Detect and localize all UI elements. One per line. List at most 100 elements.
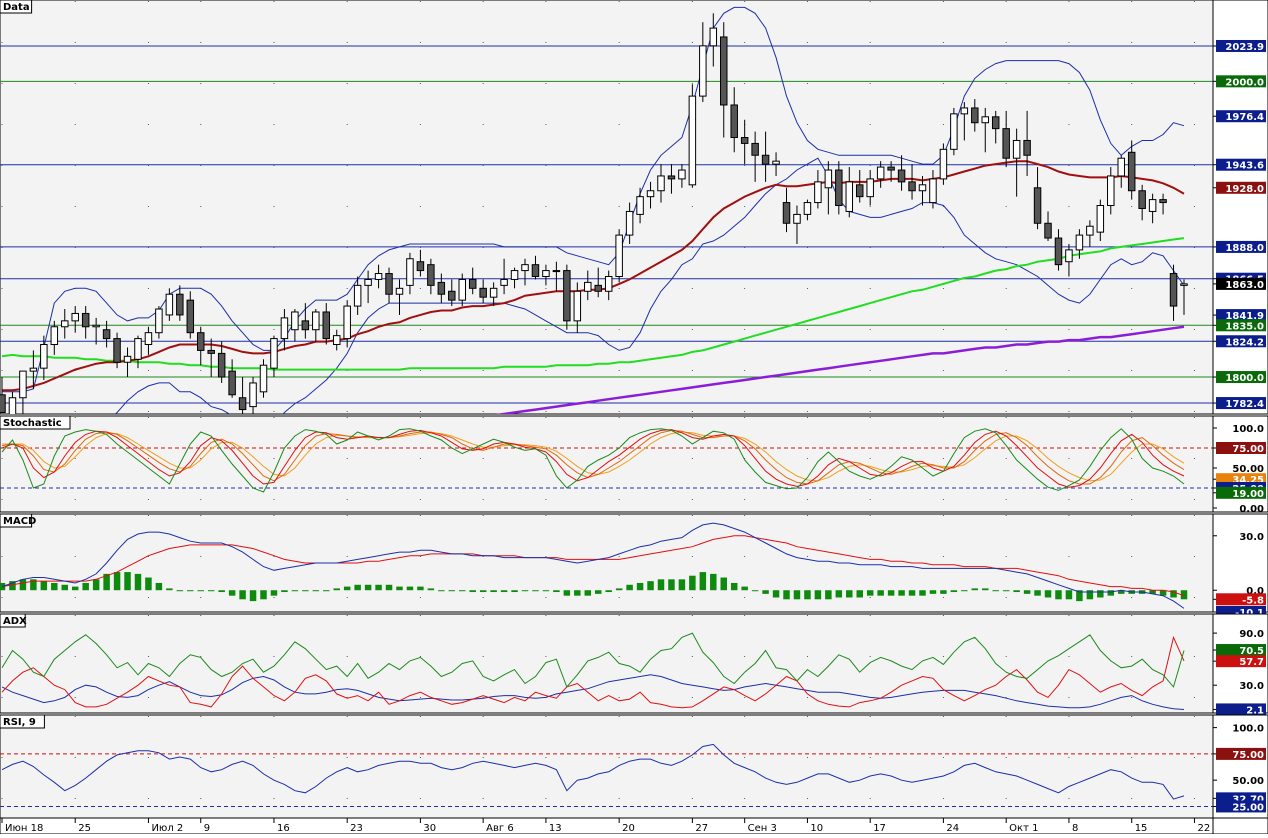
candle-body [19, 370, 27, 399]
macd-histogram-bar [814, 590, 822, 600]
price-axis-label-1: 2000.0 [1225, 77, 1264, 88]
rsi-line [1, 743, 1185, 800]
macd-histogram-bar [333, 588, 340, 591]
time-axis-label-12: 10 [810, 823, 823, 834]
candle [981, 107, 989, 153]
candle-body [458, 278, 466, 301]
adx-axis-label-1: 70.5 [1239, 646, 1264, 657]
candle-body [395, 287, 404, 295]
macd-histogram-bar [553, 590, 560, 593]
candle-body [625, 210, 634, 236]
candle-body [615, 234, 623, 277]
candle-body [950, 113, 958, 150]
candle-body [343, 305, 351, 340]
candle [197, 326, 205, 366]
candle-body [134, 338, 142, 360]
macd-histogram-bar [260, 590, 267, 600]
time-axis-label-17: 15 [1135, 823, 1148, 834]
candle [301, 303, 310, 339]
macd-histogram-bar [1065, 590, 1073, 600]
candle [427, 258, 435, 295]
price-axis-area [1212, 0, 1268, 415]
macd-histogram-bar [929, 590, 937, 594]
candle [563, 264, 571, 330]
stochastic-axis-label-0: 100.0 [1232, 424, 1264, 435]
macd-histogram-bar [521, 590, 529, 592]
candle-body [646, 190, 655, 198]
candle [50, 320, 59, 355]
candle [291, 309, 299, 342]
candle [918, 175, 927, 206]
price-axis-label-7: 1863.0 [1225, 280, 1264, 291]
candle [594, 267, 602, 298]
macd-line [1, 522, 1185, 609]
candle [699, 22, 707, 103]
candle [552, 261, 561, 292]
time-axis-label-5: 23 [350, 823, 363, 834]
candle-body [845, 181, 854, 212]
time-axis-label-2: Июл 2 [151, 823, 183, 834]
macd-axis-label-1: 0.0 [1246, 586, 1264, 597]
macd-histogram-bar [343, 586, 351, 591]
candle-body [0, 394, 6, 414]
candle [730, 87, 738, 153]
macd-histogram-bar [1002, 590, 1010, 592]
candle-body [249, 382, 257, 408]
candle [939, 143, 948, 185]
rsi-axis-label-4: 25.00 [1232, 802, 1264, 813]
candle [793, 205, 801, 244]
price-axis-tag-4 [1216, 181, 1266, 194]
candle [1054, 229, 1063, 271]
time-axis-label-4: 16 [277, 823, 290, 834]
candle [960, 102, 969, 141]
candle-body [406, 258, 414, 286]
macd-histogram-bar [61, 584, 69, 591]
candle [249, 377, 257, 414]
macd-histogram-bar [197, 590, 204, 592]
macd-histogram-bar [866, 590, 874, 596]
candle-body [657, 175, 665, 192]
candle-body [772, 160, 780, 165]
stochastic-axis-tag-5 [1216, 486, 1266, 499]
candle-body [217, 352, 226, 378]
price-axis-tag-10 [1216, 335, 1266, 348]
candle [395, 279, 404, 315]
stochastic-axis-tag-1 [1216, 442, 1266, 454]
macd-histogram-bar [92, 579, 100, 591]
price-axis-label-12: 1782.4 [1225, 399, 1264, 410]
macd-histogram-bar [176, 590, 184, 592]
price-axis-label-0: 2023.9 [1225, 42, 1264, 53]
macd-histogram-bar [887, 590, 895, 596]
candle-body [8, 397, 17, 414]
macd-histogram-bar [971, 588, 979, 591]
candle [772, 152, 780, 176]
macd-histogram-bar [1044, 590, 1052, 598]
candle [29, 350, 38, 389]
macd-histogram-bar [772, 590, 780, 598]
candle [929, 170, 937, 209]
macd-histogram-bar [511, 590, 518, 593]
candle [667, 164, 676, 194]
candle-body [1096, 205, 1105, 233]
candle-body [144, 332, 153, 346]
candle [521, 258, 529, 286]
candle [176, 285, 184, 321]
rsi-axis-tag-4 [1216, 800, 1266, 813]
macd-histogram-bar [615, 588, 623, 591]
price-axis-tag-12 [1216, 397, 1266, 410]
stoch-d2-line [1, 429, 1185, 485]
candle-body [1180, 283, 1188, 286]
candle [531, 255, 540, 280]
macd-histogram-bar [1107, 590, 1115, 596]
candle-body [364, 278, 372, 286]
candle-body [887, 166, 895, 171]
macd-histogram-bar [228, 590, 236, 596]
macd-histogram-bar [406, 586, 414, 591]
candle [604, 270, 613, 301]
sma-300-line [495, 325, 1185, 414]
macd-histogram-bar [835, 590, 843, 598]
macd-histogram-bar [1013, 590, 1020, 593]
candle-body [1075, 234, 1084, 251]
candle-body [835, 169, 843, 207]
